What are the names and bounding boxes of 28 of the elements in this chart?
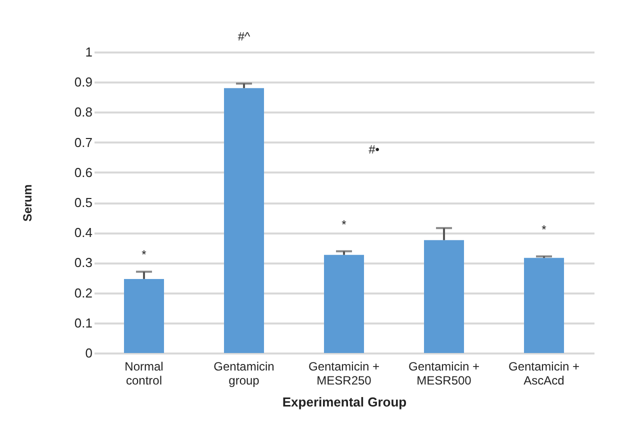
y-tick-label: 0.6 (74, 164, 92, 180)
y-tick-label: 0.3 (74, 255, 92, 270)
bar (324, 254, 364, 353)
y-tick-label: 1 (85, 44, 92, 60)
y-tick-label: 0.7 (74, 134, 92, 150)
y-tick-label: 0.8 (74, 104, 92, 120)
bar (124, 278, 164, 353)
y-tick-label: 0 (85, 346, 92, 360)
bar (524, 258, 564, 353)
text: #^ (238, 30, 251, 44)
annotation: #• (368, 142, 380, 156)
x-tick-label: Gentamicin group (214, 360, 274, 388)
y-tick-label: 0.2 (74, 285, 92, 300)
annotation: * (142, 248, 147, 262)
y-tick-label: 0.9 (74, 74, 92, 90)
annotation: * (342, 217, 347, 232)
y-axis-title: Serum (20, 184, 34, 222)
annotation: * (542, 222, 547, 236)
x-tick-label: Normal control (124, 360, 164, 388)
x-tick-label: Gentamicin + AscAcd (508, 360, 580, 388)
bar (224, 88, 264, 353)
y-tick-label: 0.5 (74, 195, 92, 210)
bar (424, 240, 464, 353)
x-axis-title: Experimental Group (282, 394, 407, 410)
y-tick-label: 0.4 (74, 225, 92, 240)
y-tick-label: 0.1 (74, 315, 92, 330)
x-tick-label: Gentamicin + MESR500 (408, 360, 480, 388)
x-tick-label: Gentamicin + MESR250 (308, 360, 380, 388)
